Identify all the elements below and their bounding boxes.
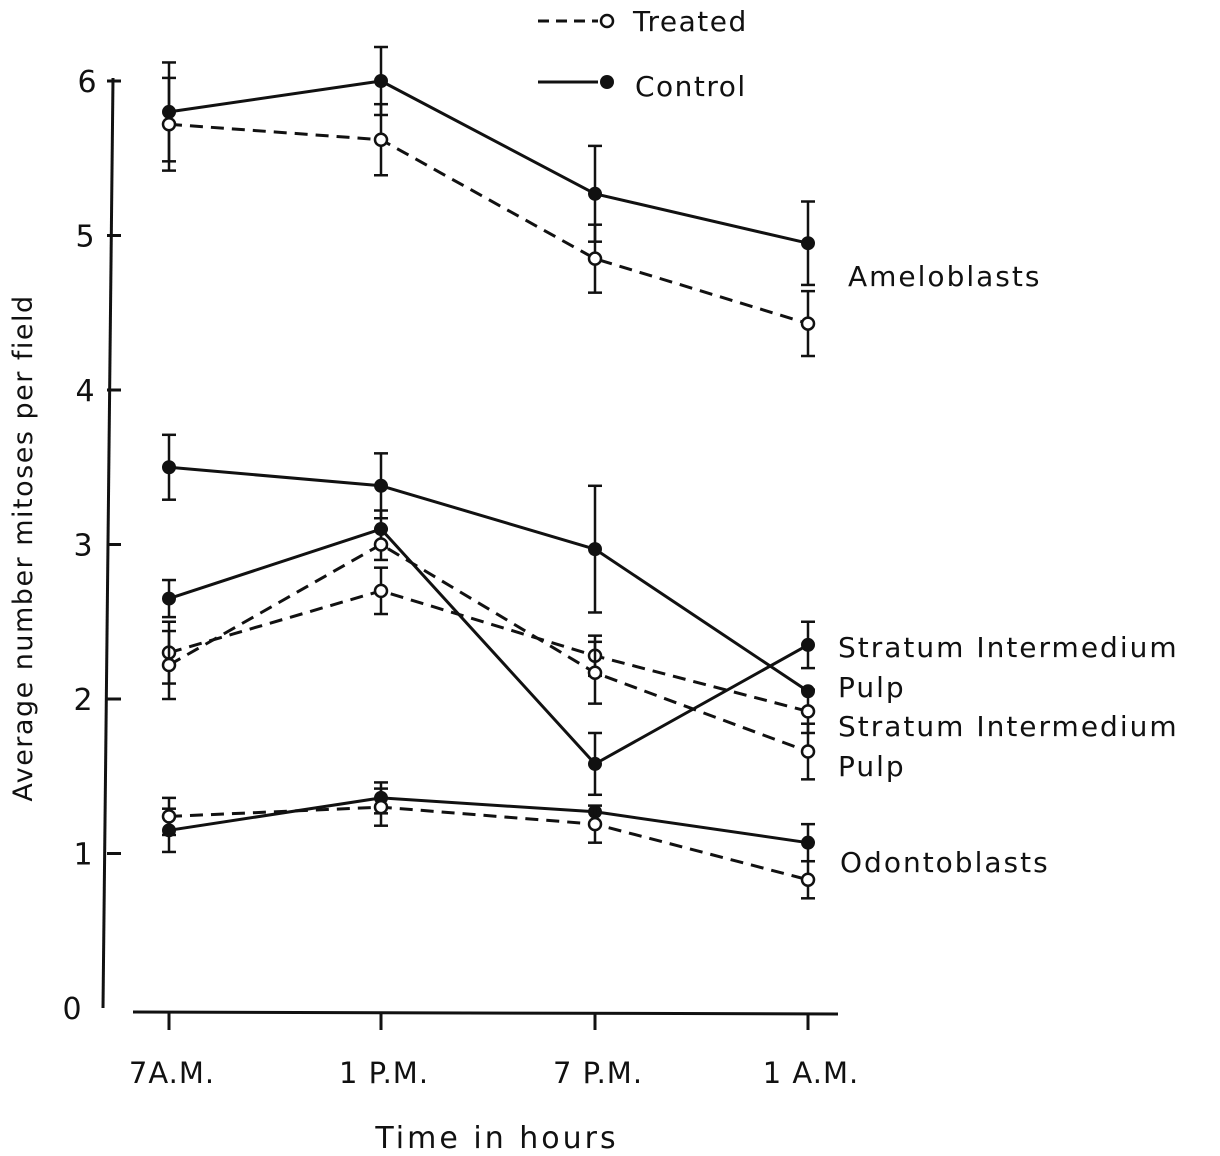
series-pulp-treated	[161, 527, 816, 781]
data-point-filled	[374, 74, 388, 88]
series-line	[168, 805, 809, 882]
data-point-open	[161, 657, 177, 673]
legend: Treated Control	[538, 5, 748, 103]
annotation-odontoblasts: Odontoblasts	[840, 846, 1050, 879]
series-line	[168, 543, 809, 753]
annotation-pulp-control: Pulp	[838, 671, 906, 704]
data-point-filled	[162, 460, 176, 475]
x-tick-label: 1 A.M.	[763, 1056, 859, 1090]
data-point-filled	[588, 542, 602, 557]
x-tick-label: 7A.M.	[129, 1056, 215, 1090]
legend-control-marker	[600, 75, 614, 89]
data-point-filled	[801, 236, 815, 251]
data-point-filled	[162, 591, 176, 606]
series-line	[168, 79, 809, 245]
data-point-filled	[801, 637, 815, 652]
series-annotations: Ameloblasts Stratum Intermedium Pulp Str…	[838, 260, 1179, 879]
series-odontoblasts-treated	[161, 787, 816, 900]
series-line	[168, 796, 809, 845]
series-line	[168, 589, 809, 713]
y-axis-label: Average number mitoses per field	[8, 294, 39, 801]
series-ameloblasts-treated	[161, 76, 816, 358]
data-point-open	[587, 251, 603, 266]
data-point-open	[587, 816, 603, 832]
data-point-open	[800, 316, 816, 331]
x-axis-line	[132, 1010, 839, 1016]
data-point-filled	[588, 186, 602, 201]
legend-treated-label: Treated	[632, 5, 748, 38]
x-tick-label: 1 P.M.	[339, 1056, 429, 1090]
series-stratum-intermedium-treated	[161, 566, 816, 735]
data-point-open	[800, 704, 816, 719]
data-point-open	[161, 117, 177, 132]
data-point-open	[800, 744, 816, 759]
data-point-open	[587, 665, 603, 680]
series-odontoblasts-control	[162, 781, 815, 863]
series-line	[168, 527, 809, 766]
y-tick-label: 0	[62, 992, 81, 1027]
y-tick-label: 3	[73, 529, 92, 564]
y-tick-label: 1	[73, 838, 92, 873]
data-point-open	[373, 132, 389, 147]
y-tick-label: 4	[75, 374, 94, 409]
data-point-open	[373, 799, 389, 815]
data-point-open	[800, 872, 816, 888]
series-pulp-control	[162, 509, 815, 797]
annotation-ameloblasts: Ameloblasts	[848, 260, 1041, 293]
y-tick-label: 5	[75, 220, 94, 255]
series-line	[168, 122, 809, 325]
series-stratum-intermedium-control	[162, 433, 815, 699]
y-tick-label: 6	[77, 65, 96, 100]
y-tick-label: 2	[73, 683, 92, 718]
annotation-stratum-intermedium-treated: Stratum Intermedium	[838, 710, 1179, 743]
legend-control-label: Control	[635, 70, 747, 103]
data-point-open	[373, 583, 389, 599]
x-axis-label: Time in hours	[374, 1121, 618, 1156]
legend-treated-marker	[599, 13, 615, 29]
data-point-filled	[801, 835, 815, 850]
annotation-stratum-intermedium-control: Stratum Intermedium	[838, 631, 1179, 664]
annotation-pulp-treated: Pulp	[838, 750, 906, 783]
series-line	[168, 465, 809, 693]
data-point-open	[373, 537, 389, 552]
data-point-filled	[588, 756, 602, 771]
x-tick-label: 7 P.M.	[553, 1056, 643, 1090]
data-point-open	[161, 809, 177, 824]
data-point-filled	[374, 478, 388, 493]
